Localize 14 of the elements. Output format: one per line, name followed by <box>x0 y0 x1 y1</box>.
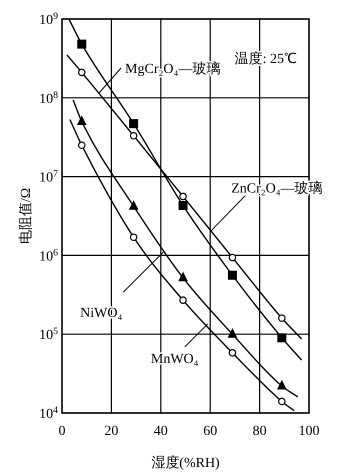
y-tick-label: 10$^{4}$ <box>39 404 58 422</box>
y-tick-label: 10$^{8}$ <box>39 89 58 107</box>
x-tick-label: 40 <box>154 424 168 439</box>
y-tick-label: 10$^{7}$ <box>39 168 58 186</box>
x-tick-label: 60 <box>203 424 218 439</box>
x-tick-label: 0 <box>58 424 66 439</box>
x-tick-label: 100 <box>298 424 320 439</box>
y-tick-label: 10$^{5}$ <box>39 326 58 344</box>
y-axis-title: 电阻值/Ω <box>18 188 34 244</box>
x-tick-label: 20 <box>104 424 118 439</box>
y-tick-label: 10$^{9}$ <box>39 10 58 28</box>
x-tick-label: 80 <box>252 424 267 439</box>
y-tick-label: 10$^{6}$ <box>39 246 58 264</box>
x-axis-title: 湿度(%RH) <box>151 455 220 471</box>
